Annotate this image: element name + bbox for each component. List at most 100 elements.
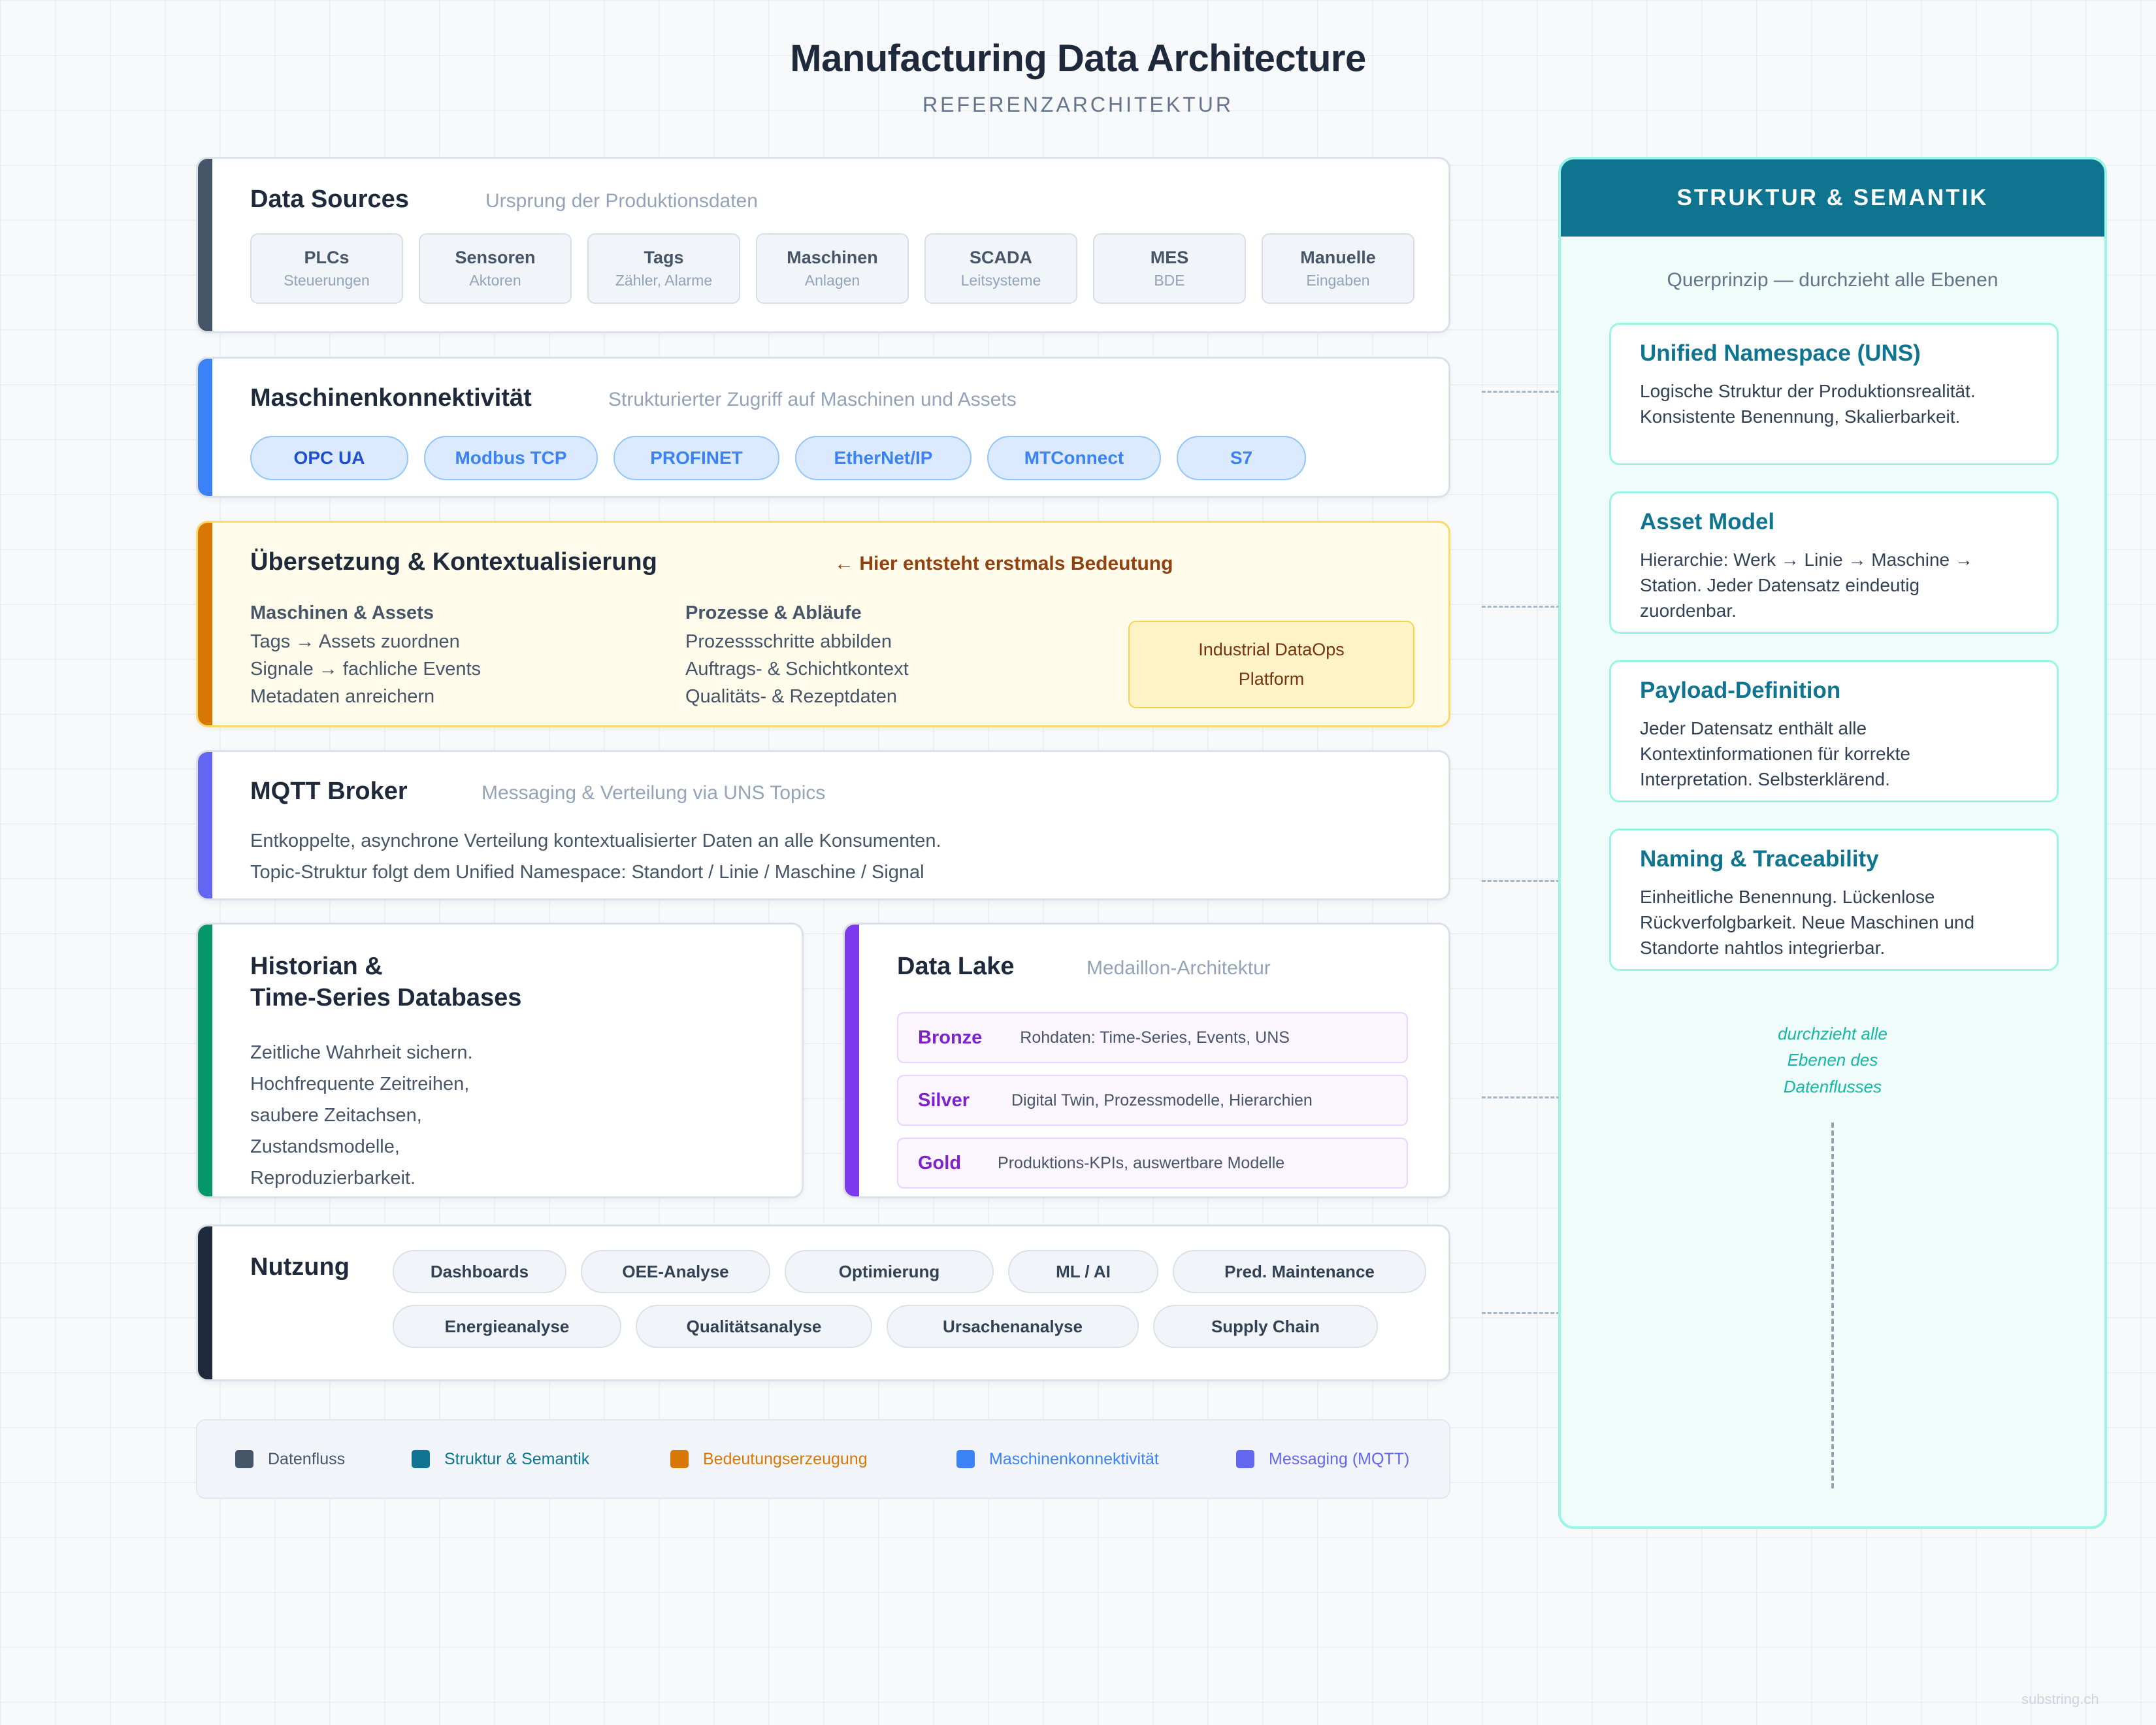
principle-title: Payload-Definition — [1640, 678, 1841, 703]
layer-subtitle: Ursprung der Produktionsdaten — [485, 190, 758, 212]
protocol-mtconnect: MTConnect — [987, 436, 1161, 480]
connector-datalake — [1482, 1096, 1560, 1098]
legend: Datenfluss Struktur & Semantik Bedeutung… — [196, 1419, 1450, 1499]
tier-bronze: Bronze Rohdaten: Time-Series, Events, UN… — [897, 1012, 1408, 1063]
usage-supply-chain: Supply Chain — [1153, 1305, 1378, 1348]
legend-item-konnektivitaet: Maschinenkonnektivität — [956, 1421, 1159, 1498]
usage-qualitaetsanalyse: Qualitätsanalyse — [636, 1305, 872, 1348]
protocol-profinet: PROFINET — [613, 436, 779, 480]
panel-subtitle: Querprinzip — durchzieht alle Ebenen — [1667, 269, 1999, 291]
meaning-note: ← Hier entsteht erstmals Bedeutung — [834, 553, 1173, 574]
note-line: Datenflusses — [1783, 1076, 1882, 1096]
source-name: Manuelle — [1300, 248, 1376, 267]
layer-mqtt-broker: MQTT Broker Messaging & Verteilung via U… — [196, 750, 1450, 900]
layer-title-line: Historian & — [250, 953, 383, 980]
usage-ml-ai: ML / AI — [1008, 1250, 1158, 1293]
structure-semantics-panel: STRUKTUR & SEMANTIK Querprinzip — durchz… — [1558, 157, 2107, 1529]
column-line: Tags → Assets zuordnen — [250, 631, 460, 652]
source-name: Sensoren — [455, 248, 536, 267]
layer-title-line: Time-Series Databases — [250, 984, 522, 1011]
source-list: PLCs Steuerungen Sensoren Aktoren Tags Zähl… — [250, 233, 1414, 304]
tier-name: Silver — [918, 1089, 970, 1111]
usage-oee-analyse: OEE-Analyse — [581, 1250, 770, 1293]
usage-dashboards: Dashboards — [393, 1250, 566, 1293]
usage-optimierung: Optimierung — [785, 1250, 994, 1293]
historian-line: Zustandsmodelle, — [250, 1136, 400, 1157]
tier-gold: Gold Produktions-KPIs, auswertbare Model… — [897, 1138, 1408, 1189]
layer-translation: Übersetzung & Kontextualisierung ← Hier … — [196, 521, 1450, 727]
platform-line: Platform — [1238, 669, 1305, 689]
legend-label: Datenfluss — [268, 1449, 346, 1468]
layer-accent — [198, 1226, 212, 1379]
layer-accent — [198, 752, 212, 898]
source-scada: SCADA Leitsysteme — [924, 233, 1077, 304]
legend-swatch — [956, 1450, 975, 1468]
connector-connectivity — [1482, 391, 1560, 393]
source-name: MES — [1150, 248, 1189, 267]
mqtt-description: Entkoppelte, asynchrone Verteilung konte… — [250, 830, 941, 851]
column-line: Auftrags- & Schichtkontext — [685, 659, 909, 680]
tier-silver: Silver Digital Twin, Prozessmodelle, Hie… — [897, 1075, 1408, 1126]
principle-naming: Naming & Traceability Einheitliche Benen… — [1609, 829, 2059, 971]
legend-item-struktur: Struktur & Semantik — [412, 1421, 589, 1498]
source-sensoren: Sensoren Aktoren — [419, 233, 572, 304]
historian-line: Reproduzierbarkeit. — [250, 1168, 416, 1189]
mqtt-topic-structure: Topic-Struktur folgt dem Unified Namespa… — [250, 862, 924, 883]
legend-label: Maschinenkonnektivität — [989, 1449, 1159, 1468]
column-line: Prozessschritte abbilden — [685, 631, 892, 652]
source-tags: Tags Zähler, Alarme — [587, 233, 740, 304]
source-desc: Leitsysteme — [960, 272, 1041, 289]
legend-label: Messaging (MQTT) — [1269, 1449, 1410, 1468]
protocol-opc-ua: OPC UA — [250, 436, 408, 480]
column-line: Signale → fachliche Events — [250, 659, 482, 680]
legend-label: Struktur & Semantik — [444, 1449, 590, 1468]
historian-line: saubere Zeitachsen, — [250, 1105, 422, 1126]
layer-accent — [198, 359, 212, 496]
principle-title: Unified Namespace (UNS) — [1640, 340, 1921, 366]
layer-subtitle: Messaging & Verteilung via UNS Topics — [482, 782, 826, 804]
layer-title: Data Lake — [897, 953, 1015, 980]
tier-desc: Digital Twin, Prozessmodelle, Hierarchie… — [1011, 1091, 1313, 1109]
source-desc: Steuerungen — [284, 272, 370, 289]
legend-swatch — [412, 1450, 430, 1468]
note-line: durchzieht alle — [1778, 1024, 1887, 1043]
source-name: Tags — [644, 248, 684, 267]
column-line: Qualitäts- & Rezeptdaten — [685, 686, 898, 707]
source-desc: Anlagen — [804, 272, 860, 289]
layer-data-lake: Data Lake Medaillon-Architektur Bronze R… — [843, 923, 1450, 1198]
usage-ursachenanalyse: Ursachenanalyse — [887, 1305, 1139, 1348]
source-mes: MES BDE — [1093, 233, 1246, 304]
layer-historian: Historian & Time-Series Databases Zeitli… — [196, 923, 804, 1198]
principle-title: Asset Model — [1640, 509, 1775, 534]
legend-swatch — [670, 1450, 689, 1468]
platform-line: Industrial DataOps — [1198, 640, 1345, 660]
legend-swatch — [1236, 1450, 1254, 1468]
principle-asset-model: Asset Model Hierarchie: Werk → Linie → M… — [1609, 491, 2059, 634]
layer-accent — [198, 159, 212, 331]
connector-mqtt — [1482, 880, 1560, 882]
layer-data-sources: Data Sources Ursprung der Produktionsdat… — [196, 157, 1450, 333]
layer-accent — [198, 925, 212, 1196]
source-name: PLCs — [304, 248, 350, 267]
layer-accent — [198, 523, 212, 725]
source-plcs: PLCs Steuerungen — [250, 233, 403, 304]
principle-text: Jeder Datensatz enthält alle Kontextinfo… — [1640, 718, 1910, 790]
layer-title: Maschinenkonnektivität — [250, 384, 532, 412]
principle-text: Hierarchie: Werk → Linie → Maschine → St… — [1640, 550, 1973, 621]
usage-energieanalyse: Energieanalyse — [393, 1305, 621, 1348]
panel-note: durchzieht alle Ebenen des Datenflusses — [1561, 1021, 2104, 1100]
footer-credit: substring.ch — [2021, 1691, 2099, 1707]
layer-connectivity: Maschinenkonnektivität Strukturierter Zu… — [196, 357, 1450, 498]
protocol-ethernet-ip: EtherNet/IP — [795, 436, 972, 480]
layer-title: Data Sources — [250, 186, 409, 213]
layer-title: Nutzung — [250, 1253, 350, 1281]
legend-swatch — [235, 1450, 253, 1468]
connector-usage — [1482, 1312, 1560, 1314]
panel-title: STRUKTUR & SEMANTIK — [1561, 159, 2104, 237]
dataops-platform-box: Industrial DataOps Platform — [1128, 621, 1414, 708]
legend-label: Bedeutungserzeugung — [703, 1449, 868, 1468]
usage-pred-maintenance: Pred. Maintenance — [1173, 1250, 1426, 1293]
layer-subtitle: Strukturierter Zugriff auf Maschinen und… — [608, 389, 1017, 410]
source-desc: Zähler, Alarme — [615, 272, 713, 289]
source-name: Maschinen — [787, 248, 878, 267]
